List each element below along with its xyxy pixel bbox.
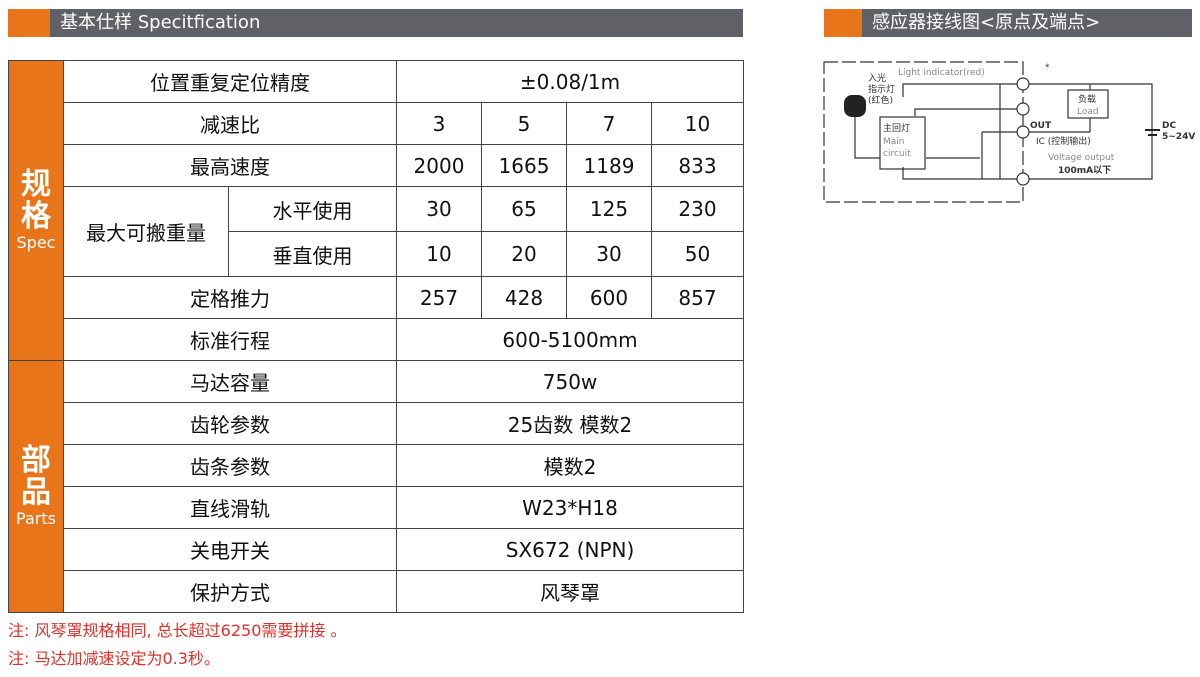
cell-value: 125 [566,186,652,232]
cell-value: 2000 [396,144,482,187]
svg-text:指示灯: 指示灯 [868,83,895,95]
svg-text:主回灯: 主回灯 [883,122,910,134]
wiring-header: 感应器接线图<原点及端点> [824,9,1192,37]
cell-value: 10 [650,102,745,145]
cell-value: 5 [481,102,567,145]
row-label: 马达容量 [63,360,397,403]
svg-text:5~24V: 5~24V [1162,132,1195,142]
table-row: 保护方式 风琴罩 [9,570,745,613]
row-sublabel: 水平使用 [228,186,397,232]
row-label: 标准行程 [63,318,397,361]
cell-value: 857 [650,276,745,319]
row-label: 关电开关 [63,528,397,571]
cell-value: SX672 (NPN) [395,528,745,571]
cell-value: 600-5100mm [395,318,745,361]
row-label: 齿轮参数 [63,402,397,445]
svg-text:circuit: circuit [883,149,911,159]
cell-value: W23*H18 [395,486,745,529]
svg-text:Voltage output: Voltage output [1048,153,1115,163]
indicator-lamp-icon [844,95,866,117]
svg-text:Main: Main [883,137,905,147]
svg-text:*: * [1045,63,1050,73]
group-parts: 部品 Parts [8,360,64,613]
cell-value: 257 [396,276,482,319]
cell-value: 1189 [566,144,652,187]
cell-value: 模数2 [395,444,745,487]
table-row: 标准行程 600-5100mm [9,318,745,361]
table-row: 关电开关 SX672 (NPN) [9,528,745,571]
table-row: 齿轮参数 25齿数 模数2 [9,402,745,445]
row-label: 齿条参数 [63,444,397,487]
group-spec: 规格 Spec [8,60,64,361]
table-row: 减速比 3 5 7 10 [9,102,745,145]
cell-value: 30 [566,231,652,277]
cell-value: 30 [396,186,482,232]
table-row: 最高速度 2000 1665 1189 833 [9,144,745,187]
svg-text:100mA以下: 100mA以下 [1058,165,1111,176]
row-label: 位置重复定位精度 [63,60,397,103]
svg-text:DC: DC [1162,121,1176,131]
table-row: 最大可搬重量 水平使用 30 65 125 230 [9,186,745,277]
note-1: 注: 风琴罩规格相同, 总长超过6250需要拼接 。 [8,621,347,640]
table-row: 定格推力 257 428 600 857 [9,276,745,319]
cell-value: 750w [395,360,745,403]
cell-value: 25齿数 模数2 [395,402,745,445]
cell-value: 600 [566,276,652,319]
header-accent [824,9,862,37]
spec-header: 基本仕样 Specitfication [8,9,743,37]
wiring-header-title: 感应器接线图<原点及端点> [862,9,1192,37]
spec-header-title: 基本仕样 Specitfication [50,9,743,37]
row-label: 减速比 [63,102,397,145]
table-row: 齿条参数 模数2 [9,444,745,487]
cell-value: 50 [650,231,745,277]
table-row: 部品 Parts 马达容量 750w [8,360,745,613]
svg-text:Light indicator(red): Light indicator(red) [898,68,985,78]
svg-text:负载: 负载 [1078,93,1096,105]
svg-text:(红色): (红色) [868,94,893,106]
cell-value: 7 [566,102,652,145]
note-2: 注: 马达加减速设定为0.3秒。 [8,649,220,668]
row-label: 保护方式 [63,570,397,613]
row-label: 定格推力 [63,276,397,319]
svg-text:OUT: OUT [1030,121,1052,131]
cell-value: ±0.08/1m [395,60,745,103]
spec-table: 规格 Spec 位置重复定位精度 ±0.08/1m 减速比 3 5 7 10 最高速度 2000… [8,60,745,613]
svg-text:IC (控制输出): IC (控制输出) [1036,135,1091,147]
cell-value: 20 [481,231,567,277]
cell-value: 风琴罩 [395,570,745,613]
header-accent [8,9,50,37]
cell-value: 3 [396,102,482,145]
table-row: 直线滑轨 W23*H18 [9,486,745,529]
cell-value: 230 [650,186,745,232]
cell-value: 1665 [481,144,567,187]
cell-value: 833 [650,144,745,187]
svg-text:Load: Load [1077,107,1099,117]
cell-value: 10 [396,231,482,277]
row-label: 最大可搬重量 [63,186,229,277]
row-label: 直线滑轨 [63,486,397,529]
cell-value: 65 [481,186,567,232]
table-row: 规格 Spec 位置重复定位精度 ±0.08/1m [8,60,745,361]
row-label: 最高速度 [63,144,397,187]
cell-value: 428 [481,276,567,319]
svg-text:入光: 入光 [868,72,886,84]
row-sublabel: 垂直使用 [228,231,397,277]
